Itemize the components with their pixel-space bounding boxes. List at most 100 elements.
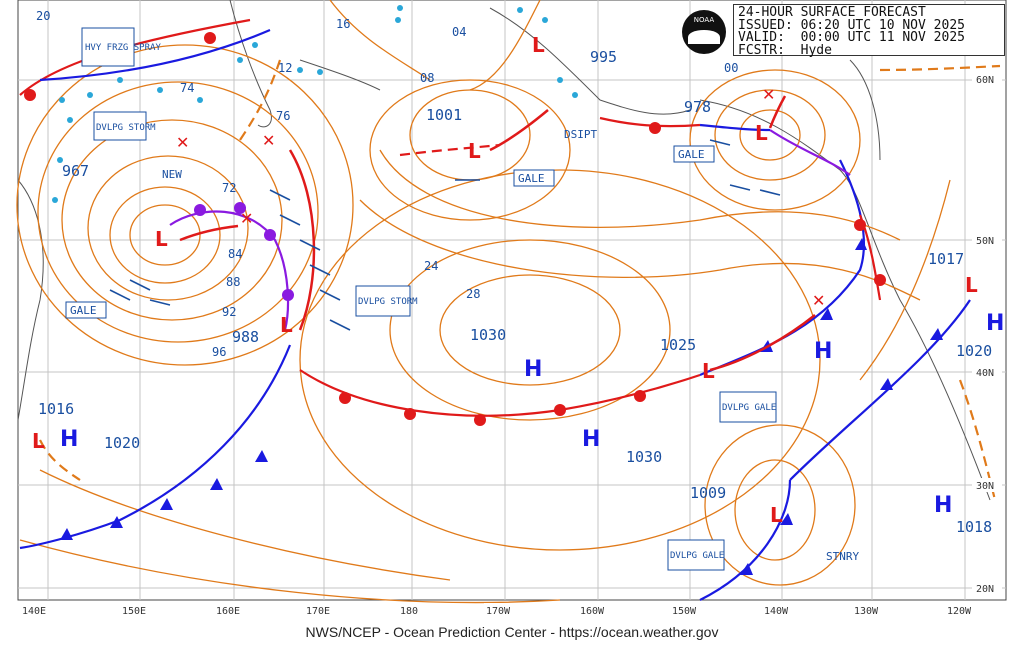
cold-front-north [39,28,271,82]
low-pressure-label: 1001 [426,106,462,124]
logo-text: NOAA [693,16,715,24]
low-symbol: L [770,503,783,527]
forecast-low-x: ✕ [240,209,253,228]
isobar-label: 92 [222,305,236,319]
high-symbol: H [582,427,600,452]
track-arrow-4 [709,314,816,372]
isobar-label: 96 [212,345,226,359]
low-pressure-label: 988 [232,328,259,346]
forecast-low-x: ✕ [262,131,275,150]
dissipating-front [399,143,501,157]
lon-label: 170E [306,606,330,617]
annotation-notes: NEW DSIPT STNRY [162,128,859,563]
warm-front-central [299,369,701,417]
isobar-value-labels: 20 16 12 08 04 00 96 92 88 84 76 74 72 2… [36,9,738,359]
warning-label: GALE [678,148,705,161]
latitude-labels: 60N 50N 40N 30N 20N [972,72,1002,595]
trough-southwest [39,439,81,481]
lat-label: 20N [976,584,994,595]
warning-label: GALE [70,304,97,317]
pressure-labels: 967 988 1001 995 978 1025 1009 1016 1030… [38,48,992,536]
lon-label: 120W [947,606,972,617]
isobar-label: 12 [278,61,292,75]
warm-front-alaska [599,116,701,128]
trough-north [239,59,282,141]
lon-label: 150E [122,606,146,617]
high-symbol: H [60,427,78,452]
low-symbol: L [702,359,715,383]
forecast-title: 24-HOUR SURFACE FORECAST [738,5,926,20]
low-symbol: L [532,33,545,57]
isobar-label: 08 [420,71,434,85]
issued-time: ISSUED: 06:20 UTC 10 NOV 2025 [738,17,965,33]
isobar-label: 28 [466,287,480,301]
low-pressure-label: 967 [62,162,89,180]
lon-label: 160W [580,606,605,617]
note-label: STNRY [826,550,859,563]
warning-label: DVLPG STORM [96,123,156,133]
high-pressure-label: 1018 [956,518,992,536]
high-symbol: H [814,339,832,364]
isobar-label: 20 [36,9,50,23]
forecast-low-x: ✕ [176,133,189,152]
low-pressure-label: 1016 [38,400,74,418]
forecast-low-x: ✕ [762,85,775,104]
isobar-label: 88 [226,275,240,289]
isobars [16,0,951,604]
low-symbol: L [965,273,978,297]
low-symbol: L [468,139,481,163]
note-label: NEW [162,168,182,181]
low-pressure-label: 978 [684,98,711,116]
front-symbols [24,32,943,575]
wind-barbs [109,139,781,331]
lat-label: 60N [976,75,994,86]
footer-credit: NWS/NCEP - Ocean Prediction Center - htt… [305,624,719,640]
coastlines [17,0,991,501]
map-frame [17,0,1007,601]
isobar-label: 00 [724,61,738,75]
lat-label: 50N [976,236,994,247]
warning-label: DVLPG GALE [670,551,724,561]
isobar-label: 74 [180,81,194,95]
ice-edge [52,5,578,203]
low-pressure-label: 1025 [660,336,696,354]
low-symbol: L [280,313,293,337]
high-pressure-label: 1020 [104,434,140,452]
isobar-label: 16 [336,17,350,31]
lon-label: 140W [764,606,789,617]
lon-label: 140E [22,606,46,617]
logo-bird-icon [688,30,720,44]
low-pressure-label: 995 [590,48,617,66]
track-arrow-2 [288,149,316,331]
lon-label: 150W [672,606,697,617]
high-pressure-label: 1020 [956,342,992,360]
track-arrow-1 [179,224,239,242]
cold-front-west [19,344,292,550]
warning-label: GALE [518,172,545,185]
isobar-label: 24 [424,259,438,273]
cold-front-central [699,159,866,377]
isobar-label: 76 [276,109,290,123]
high-symbol: H [934,493,952,518]
storm-track-arrows [179,95,816,372]
lon-label: 160E [216,606,240,617]
forecast-info-box: 24-HOUR SURFACE FORECAST ISSUED: 06:20 UT… [733,4,1005,56]
lat-label: 40N [976,368,994,379]
high-pressure-label: 1017 [928,250,964,268]
lon-label: 180 [400,606,418,617]
low-symbol: L [32,429,45,453]
low-pressure-label: 1009 [690,484,726,502]
warning-label: DVLPG STORM [358,297,418,307]
noaa-logo-icon: NOAA [682,10,726,54]
lon-label: 130W [854,606,879,617]
high-symbol: H [986,311,1004,336]
longitude-labels: 140E 150E 160E 170E 180 170W 160W 150W 1… [18,603,983,617]
high-center-symbols: H H H H H H [60,311,1004,518]
track-arrow-5 [768,95,787,129]
lat-label: 30N [976,481,994,492]
high-pressure-label: 1030 [626,448,662,466]
high-symbol: H [524,357,542,382]
low-center-symbols: L L L L L L L L L ✕ ✕ ✕ ✕ ✕ [32,33,978,527]
warning-label: DVLPG GALE [722,403,776,413]
